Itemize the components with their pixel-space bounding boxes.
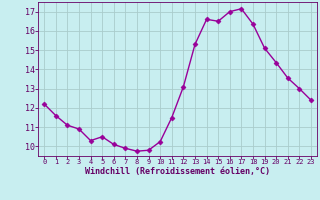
X-axis label: Windchill (Refroidissement éolien,°C): Windchill (Refroidissement éolien,°C) (85, 167, 270, 176)
